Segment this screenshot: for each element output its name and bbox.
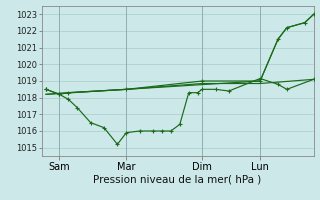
X-axis label: Pression niveau de la mer( hPa ): Pression niveau de la mer( hPa )	[93, 174, 262, 184]
